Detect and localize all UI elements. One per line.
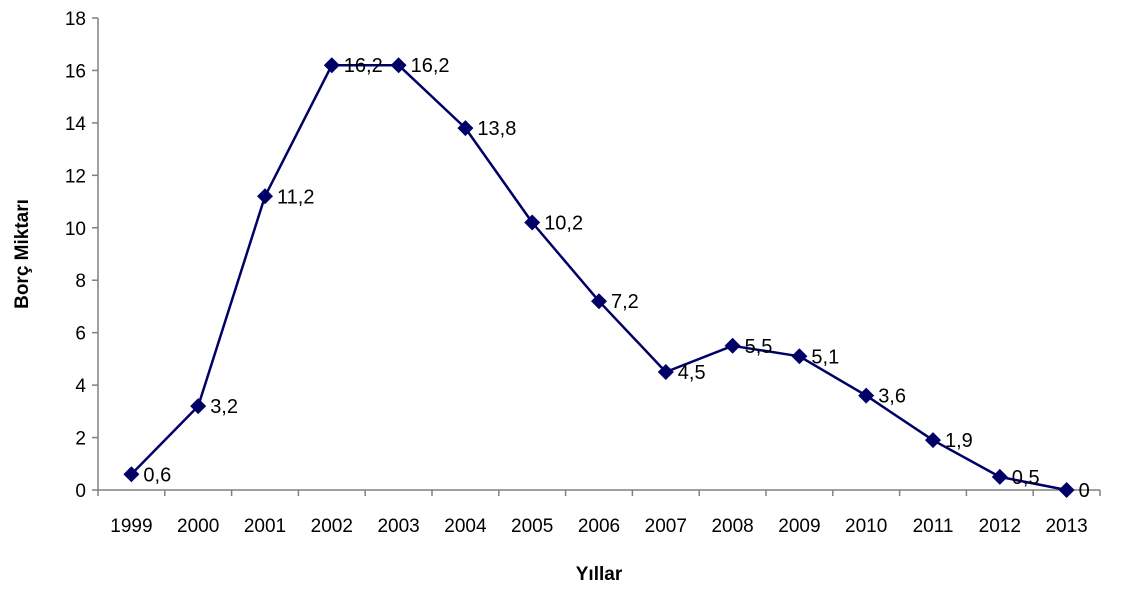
data-label: 7,2: [611, 291, 639, 313]
x-tick-label: 2006: [578, 516, 620, 537]
data-point: [858, 387, 875, 404]
x-tick-label: 2001: [244, 516, 286, 537]
data-point: [591, 293, 607, 310]
x-tick-label: 1999: [110, 516, 152, 537]
y-tick-label: 2: [75, 429, 86, 450]
x-tick-label: 2008: [711, 516, 753, 537]
data-point: [925, 432, 941, 449]
y-axis-ticks: 0 2 4 6 8 10 12 14 16 18: [65, 9, 98, 502]
y-tick-label: 12: [65, 166, 86, 187]
series-line: [130, 63, 1067, 492]
x-tick-label: 2003: [377, 516, 419, 537]
data-point: [657, 364, 674, 380]
data-label: 1,9: [945, 430, 973, 452]
data-label: 3,6: [878, 386, 906, 408]
data-label: 3,2: [210, 396, 238, 418]
x-tick-label: 2000: [177, 516, 219, 537]
data-label: 5,1: [811, 346, 839, 368]
data-label: 0: [1079, 480, 1090, 502]
x-tick-label: 2012: [979, 516, 1021, 537]
data-point: [123, 466, 140, 483]
series-markers: [123, 57, 1075, 498]
x-tick-label: 2013: [1045, 516, 1087, 537]
data-labels: 0,6 3,2 11,2 16,2 16,2 13,8 10,2 7,2 4,5 5,5 5,1 3,…: [143, 55, 1089, 502]
data-label: 16,2: [411, 55, 450, 77]
data-label: 10,2: [544, 213, 583, 235]
x-axis-ticks: 1999 2000 2001 2002 2003 2004 2005 2006 2007 2008…: [97, 490, 1101, 537]
axes: [97, 18, 1100, 491]
series-line-path: [130, 63, 1067, 492]
x-axis-title: Yıllar: [576, 564, 623, 585]
y-tick-label: 18: [65, 9, 86, 30]
data-point: [323, 57, 340, 74]
x-tick-label: 2010: [845, 516, 887, 537]
x-tick-label: 2007: [645, 516, 687, 537]
data-point: [390, 57, 407, 74]
data-label: 11,2: [277, 186, 314, 208]
data-point: [1058, 482, 1075, 498]
x-tick-label: 2011: [913, 516, 954, 537]
y-tick-label: 16: [65, 61, 86, 82]
y-tick-label: 10: [65, 219, 86, 240]
data-label: 4,5: [678, 362, 706, 384]
y-tick-label: 14: [65, 114, 87, 135]
y-tick-label: 4: [75, 376, 86, 397]
data-point: [791, 348, 808, 365]
data-point: [524, 214, 541, 231]
x-tick-label: 2009: [778, 516, 820, 537]
x-tick-label: 2002: [311, 516, 353, 537]
data-point: [724, 337, 741, 354]
y-tick-label: 8: [75, 271, 86, 292]
data-label: 13,8: [477, 118, 516, 140]
x-tick-label: 2005: [511, 516, 553, 537]
y-tick-label: 0: [75, 481, 86, 502]
data-point: [190, 398, 207, 415]
data-point: [257, 188, 273, 205]
y-axis-title: Borç Miktarı: [12, 199, 33, 309]
data-label: 0,5: [1012, 467, 1040, 489]
data-point: [991, 468, 1008, 485]
data-point: [457, 120, 474, 137]
data-label: 0,6: [143, 464, 171, 486]
x-tick-label: 2004: [444, 516, 487, 537]
y-tick-label: 6: [75, 324, 86, 345]
data-label: 16,2: [344, 55, 383, 77]
data-label: 5,5: [745, 336, 773, 358]
